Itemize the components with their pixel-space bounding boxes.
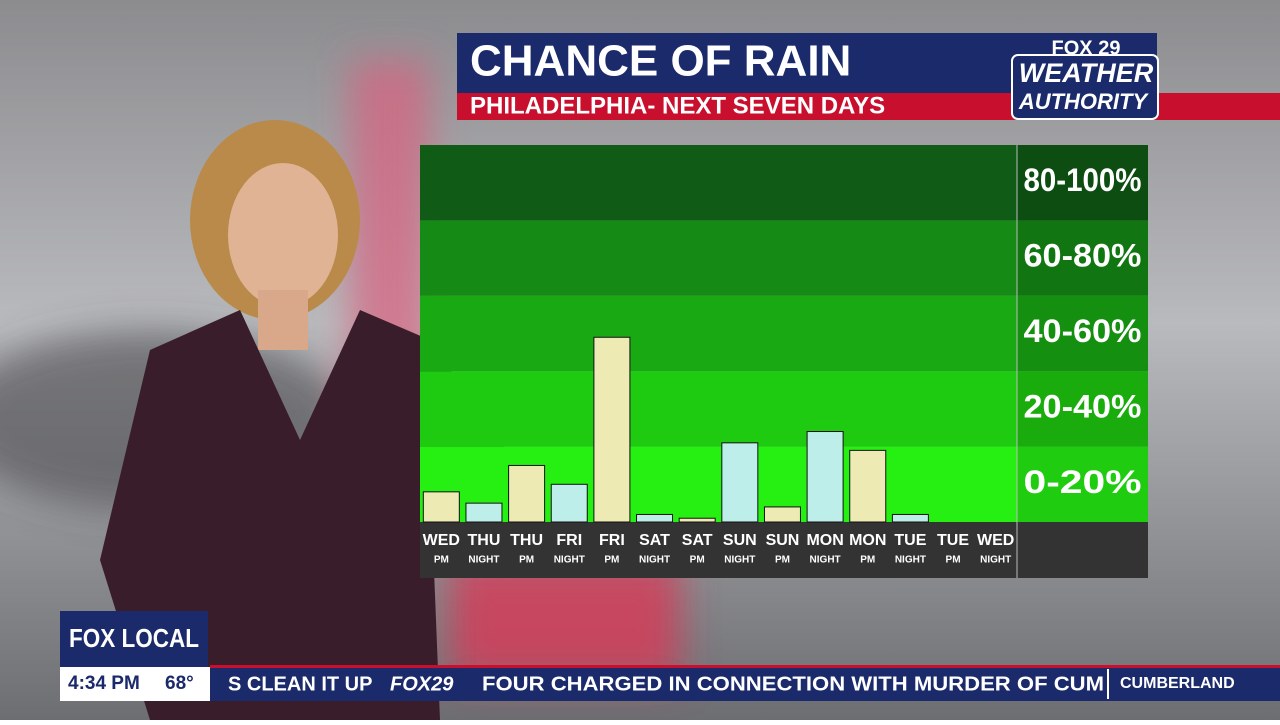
band-label-bg	[1017, 295, 1148, 372]
band-label: 40-60%	[1024, 313, 1142, 349]
x-tick-sublabel: PM	[860, 555, 875, 566]
x-tick-sublabel: NIGHT	[980, 555, 1011, 566]
bar	[550, 483, 588, 523]
time: 4:34 PM	[68, 673, 140, 694]
band-label: 20-40%	[1024, 388, 1142, 424]
x-tick-label: FRI	[556, 532, 582, 549]
logo-mid: WEATHER	[1019, 58, 1154, 88]
logo-bottom: AUTHORITY	[1018, 89, 1150, 114]
x-tick-label: TUE	[894, 532, 926, 549]
x-tick-sublabel: PM	[519, 555, 534, 566]
bar	[849, 449, 887, 523]
bar	[678, 517, 716, 523]
title: CHANCE OF RAIN	[470, 37, 851, 86]
bar	[763, 506, 801, 523]
subtitle: PHILADELPHIA- NEXT SEVEN DAYS	[470, 92, 885, 119]
x-tick-label: MON	[849, 532, 886, 549]
ticker-next: CUMBERLAND	[1120, 675, 1235, 692]
bar	[806, 431, 844, 523]
brand-box	[60, 611, 208, 667]
brand: FOX LOCAL	[69, 623, 199, 653]
band	[420, 371, 1148, 447]
band-label-bg	[1017, 220, 1148, 296]
bar	[636, 513, 674, 523]
label-strip	[420, 522, 1148, 578]
ticker-prev: S CLEAN IT UP	[228, 673, 372, 695]
x-tick-label: SAT	[682, 532, 713, 549]
chart: 0-20% 20-40% 40-60% 60-80% 80-100% WED PM THU NI…	[420, 145, 1148, 578]
x-tick-label: WED	[977, 532, 1014, 549]
x-tick-sublabel: NIGHT	[810, 555, 841, 566]
x-tick-sublabel: NIGHT	[554, 555, 585, 566]
bar	[465, 502, 503, 523]
ticker-line	[210, 665, 1280, 668]
band	[420, 145, 1148, 221]
x-tick-label: SUN	[723, 532, 757, 549]
x-tick-label: THU	[468, 532, 501, 549]
x-tick-label: WED	[423, 532, 460, 549]
ticker-brand: FOX29	[390, 673, 454, 695]
x-tick-label: MON	[806, 532, 843, 549]
ticker-divider	[1107, 669, 1109, 699]
x-tick-label: SUN	[766, 532, 800, 549]
temperature: 68°	[165, 673, 194, 694]
bar	[422, 491, 460, 523]
x-tick-label: THU	[510, 532, 543, 549]
x-tick-sublabel: NIGHT	[468, 555, 499, 566]
ticker-text: FOUR CHARGED IN CONNECTION WITH MURDER O…	[482, 673, 1104, 695]
band-label: 60-80%	[1024, 238, 1142, 274]
x-tick-label: TUE	[937, 532, 969, 549]
x-tick-label: FRI	[599, 532, 625, 549]
band-label-bg	[1017, 446, 1148, 522]
bar	[721, 442, 759, 523]
x-tick-sublabel: PM	[775, 555, 790, 566]
x-tick-sublabel: PM	[946, 555, 961, 566]
band-label-bg	[1017, 371, 1148, 447]
bar	[508, 464, 546, 523]
logo-box	[1011, 54, 1159, 120]
x-tick-sublabel: PM	[604, 555, 619, 566]
band	[420, 295, 1148, 372]
band-label-bg	[1017, 145, 1148, 221]
band-label: 0-20%	[1024, 464, 1142, 500]
x-tick-sublabel: NIGHT	[724, 555, 755, 566]
bar	[593, 336, 631, 523]
x-tick-sublabel: NIGHT	[639, 555, 670, 566]
x-tick-label: SAT	[639, 532, 670, 549]
time-box	[60, 667, 210, 701]
ticker-bar	[210, 667, 1280, 701]
band-label: 80-100%	[1024, 162, 1142, 198]
logo-top: FOX 29	[1052, 37, 1121, 59]
x-tick-sublabel: NIGHT	[895, 555, 926, 566]
x-tick-sublabel: PM	[690, 555, 705, 566]
band	[420, 220, 1148, 296]
bar	[891, 513, 929, 523]
x-tick-sublabel: PM	[434, 555, 449, 566]
